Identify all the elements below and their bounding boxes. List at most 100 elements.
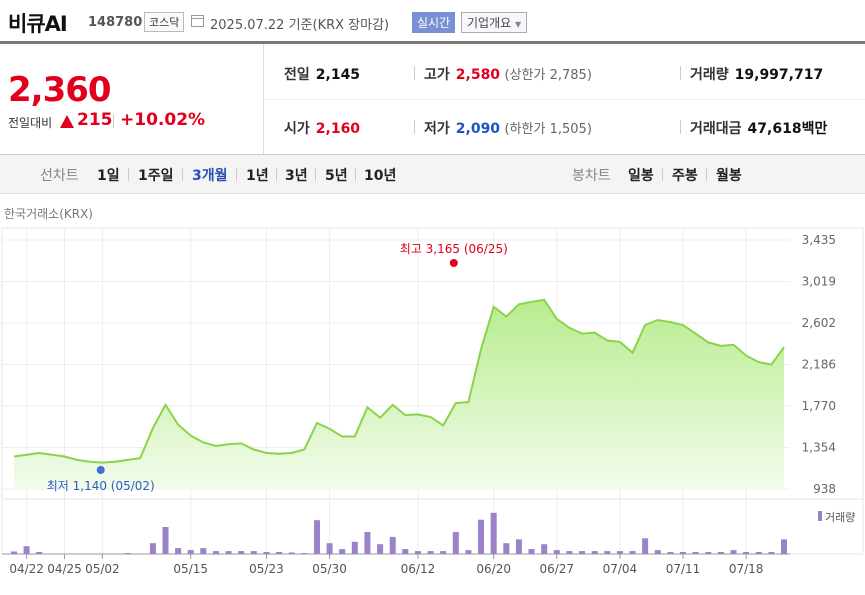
- divider: [128, 168, 129, 181]
- volume-bar: [528, 549, 535, 554]
- tab-weekly[interactable]: 주봉: [672, 168, 698, 184]
- upper-limit: (상한가 2,785): [504, 68, 592, 83]
- max-label: 최고 3,165 (06/25): [400, 242, 508, 256]
- tab-5y[interactable]: 5년: [325, 168, 348, 184]
- tab-10y[interactable]: 10년: [364, 168, 397, 184]
- volume-bar: [301, 553, 308, 554]
- chart-tabs: 선차트 1일 1주일 3개월 1년 3년 5년 10년 봉차트 일봉 주봉 월봉: [0, 155, 865, 194]
- volume-bar: [124, 553, 131, 554]
- volume-bar: [743, 552, 750, 554]
- x-tick-label: 04/25: [47, 562, 82, 576]
- volume-bar: [162, 527, 169, 554]
- divider: [276, 168, 277, 181]
- divider: [414, 120, 415, 134]
- divider: [662, 168, 663, 181]
- tab-1d[interactable]: 1일: [97, 168, 120, 184]
- volume-bar: [654, 550, 661, 554]
- x-tick-label: 05/15: [173, 562, 208, 576]
- volume-bar: [616, 551, 623, 554]
- volume-legend-swatch: [818, 511, 822, 521]
- volume-bar: [717, 552, 724, 554]
- open: 시가 2,160: [284, 118, 360, 138]
- trade-value-label: 거래대금: [690, 121, 742, 137]
- volume-bar: [175, 548, 182, 554]
- min-label: 최저 1,140 (05/02): [47, 479, 155, 493]
- realtime-button[interactable]: 실시간: [412, 12, 456, 33]
- x-tick-label: 06/20: [476, 562, 511, 576]
- low-label: 저가: [424, 121, 450, 137]
- divider: [315, 168, 316, 181]
- change-value: 215: [77, 110, 113, 130]
- line-chart-label: 선차트: [40, 168, 79, 184]
- volume-bar: [427, 551, 434, 554]
- x-tick-label: 07/18: [729, 562, 764, 576]
- volume-bars: 거래량: [11, 511, 855, 555]
- x-tick-label: 05/23: [249, 562, 284, 576]
- max-marker: [449, 259, 458, 267]
- volume-frame: [1, 498, 864, 555]
- volume-bar: [478, 519, 484, 554]
- volume-bar: [452, 532, 459, 555]
- trade-value-value: 47,618: [747, 121, 802, 137]
- y-tick-label: 3,435: [802, 233, 836, 247]
- tab-1y[interactable]: 1년: [246, 168, 269, 184]
- volume-bar: [629, 551, 636, 554]
- current-price: 2,360: [8, 70, 112, 110]
- volume-bar: [11, 551, 17, 554]
- calendar-icon: [191, 15, 204, 27]
- volume-bar: [579, 551, 585, 554]
- divider: [236, 168, 237, 181]
- volume-bar: [364, 532, 371, 555]
- tab-daily[interactable]: 일봉: [628, 168, 654, 184]
- y-tick-label: 938: [813, 482, 836, 496]
- volume-bar: [238, 551, 245, 554]
- divider: [355, 168, 356, 181]
- volume-bar: [730, 550, 737, 554]
- volume-bar: [642, 538, 649, 554]
- min-marker: [96, 466, 105, 474]
- volume-bar: [36, 552, 43, 554]
- y-axis: 3,435 3,019 2,602 2,186 1,770 1,354 938: [802, 233, 836, 496]
- trade-value: 거래대금 47,618백만: [690, 118, 827, 138]
- y-tick-label: 1,354: [802, 441, 836, 455]
- stock-code: 148780: [88, 15, 143, 30]
- volume-bar: [187, 550, 194, 554]
- volume-bar: [490, 512, 497, 554]
- divider: [680, 66, 681, 80]
- change-percent: +10.02%: [120, 110, 206, 130]
- divider: [263, 99, 865, 100]
- volume-bar: [23, 546, 30, 554]
- divider: [414, 66, 415, 80]
- tab-3m[interactable]: 3개월: [192, 168, 228, 184]
- volume-legend-label: 거래량: [825, 511, 855, 524]
- tab-1w[interactable]: 1주일: [138, 168, 174, 184]
- volume-bar: [414, 551, 421, 554]
- stock-header: 비큐AI 148780 코스닥 2025.07.22 기준(KRX 장마감) 실…: [0, 0, 865, 44]
- volume-bar: [339, 549, 346, 554]
- x-tick-label: 05/30: [312, 562, 347, 576]
- volume-bar: [705, 552, 712, 554]
- data-source: 한국거래소(KRX): [4, 207, 93, 221]
- y-tick-label: 1,770: [802, 399, 836, 413]
- basis-date: 2025.07.22 기준(KRX 장마감): [210, 14, 389, 33]
- volume-bar: [326, 543, 333, 554]
- volume-bar: [503, 543, 510, 554]
- volume-bar: [755, 552, 762, 554]
- price-area: [14, 299, 784, 489]
- overview-label: 기업개요: [467, 16, 512, 30]
- tab-monthly[interactable]: 월봉: [716, 168, 742, 184]
- company-overview-button[interactable]: 기업개요 ▼: [461, 12, 528, 33]
- lower-limit: (하한가 1,505): [504, 122, 592, 137]
- high-label: 고가: [424, 67, 450, 83]
- divider: [680, 120, 681, 134]
- high: 고가 2,580 (상한가 2,785): [424, 64, 592, 84]
- volume-bar: [263, 552, 270, 554]
- basis-text: 기준(KRX 장마감): [288, 18, 390, 33]
- x-tick-label: 06/12: [401, 562, 436, 576]
- volume-bar: [225, 551, 232, 554]
- volume-bar: [213, 551, 219, 554]
- tab-3y[interactable]: 3년: [285, 168, 308, 184]
- trade-value-unit: 백만: [801, 121, 828, 137]
- open-value: 2,160: [315, 121, 361, 137]
- volume-bar: [781, 539, 787, 554]
